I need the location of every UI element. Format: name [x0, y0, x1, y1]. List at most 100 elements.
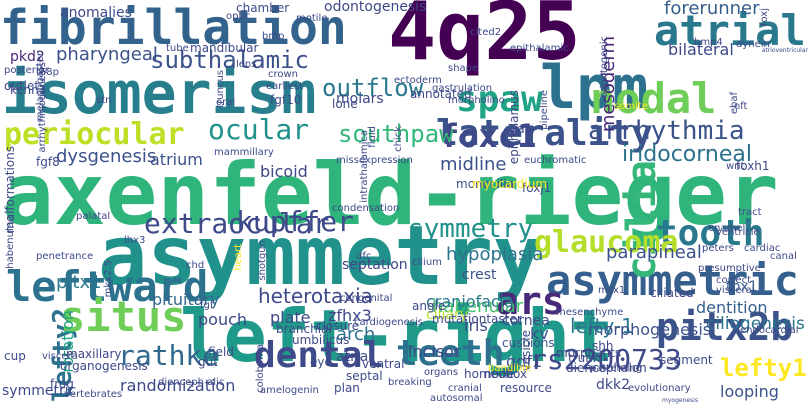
word-lhx3: lhx3: [124, 236, 145, 246]
word-odontogenic: odontogenic: [600, 36, 610, 98]
word-foxj: foxj: [760, 8, 770, 26]
word-mesenchyme: mesenchyme: [556, 308, 623, 318]
word-angle: angle: [412, 300, 445, 312]
word-fluid: fluid: [368, 126, 378, 148]
word-closure: closure: [316, 320, 359, 332]
word-somite: somite: [614, 102, 648, 112]
word-morpholino: morpholino: [448, 96, 505, 106]
word-motile: motile: [296, 14, 328, 24]
word-mkx2-5: mkx2.5: [104, 260, 114, 297]
word-parapineal: parapineal: [606, 244, 702, 262]
word-mammillary: mammillary: [214, 148, 274, 158]
word-tract: tract: [738, 208, 762, 218]
word-ventricle: ventricle: [716, 228, 760, 238]
word-resource: resource: [500, 382, 552, 394]
word-anomalies: anomalies: [60, 6, 132, 20]
word-euchromatic: euchromatic: [524, 156, 586, 166]
word-atrioventricular: atrioventricular: [762, 48, 808, 54]
word-pharyngeal: pharyngeal: [56, 46, 158, 64]
word-diencephalic: dienceph alic: [158, 378, 224, 388]
word-stn: stn: [96, 96, 111, 106]
word-evolutionary: evolutionary: [628, 384, 691, 394]
word-peters: peters: [702, 244, 734, 254]
word-bmp4: bmp4: [694, 38, 723, 48]
word-msx1: msx1: [598, 286, 625, 296]
word-habenulae: habenulae: [6, 216, 16, 269]
word-optic: optic: [226, 12, 251, 22]
word-gastrulation: gastrulation: [432, 84, 492, 94]
word-fgf: fgf: [200, 301, 213, 311]
word-palatal: palatal: [76, 212, 110, 222]
word-myogenesis: myogenesis: [662, 398, 698, 404]
word-condensation: condensation: [332, 204, 399, 214]
word-lens: lens: [236, 60, 256, 70]
word-congenital: congenital: [340, 294, 392, 304]
word-myocardium: myocardium: [472, 178, 547, 190]
word-correct: correct: [716, 276, 751, 286]
word-canal: canal: [770, 252, 797, 262]
word-field: field: [208, 346, 234, 358]
word-endocardial: endocardial: [740, 326, 799, 336]
word-crown: crown: [268, 70, 298, 80]
word-mutationtaster: mutationtaster: [432, 313, 522, 325]
word-pouch: pouch: [198, 312, 247, 328]
word-jaw: jaw: [514, 123, 535, 135]
word-dentition: dentition: [696, 300, 768, 316]
word-melanogaster: melanogaster: [36, 52, 46, 121]
word-lefty1: lefty1: [720, 356, 807, 380]
word-hypoplasia: hypoplasia: [446, 246, 543, 264]
word-visceral: visceral: [716, 286, 755, 296]
word-segment: segment: [660, 354, 713, 366]
word-earliest: earliest: [266, 82, 303, 92]
word-forerunner: forerunner: [664, 0, 760, 18]
word-midline: midline: [440, 156, 506, 174]
word-dkk2: dkk2: [596, 378, 630, 392]
word-wnt: wnt: [726, 162, 744, 172]
word-fgf8: fgf8: [36, 156, 60, 168]
word-chd: chd: [186, 261, 204, 271]
word-ciliated: ciliated: [650, 287, 694, 299]
word-tube: tube: [166, 44, 189, 54]
word-symmetry: symmetry: [408, 216, 533, 242]
word-bicoid: bicoid: [260, 164, 308, 180]
word-looping: looping: [720, 384, 779, 400]
word-heart: heart: [234, 244, 244, 271]
word-cup: cup: [4, 350, 26, 362]
word-atrium: atrium: [150, 152, 203, 168]
word-autosomal: autosomal: [430, 394, 482, 404]
word-presumptive: presumptive: [698, 264, 761, 274]
word-patterning: patterning: [590, 364, 642, 374]
word-cardiogenesis: cardiogenesis: [354, 318, 423, 328]
word-morphogenesis: morphogenesis: [588, 322, 711, 338]
word-shape: shape: [448, 64, 478, 74]
word-mandibular: mandibular: [190, 42, 258, 54]
word-incisor: incisor: [408, 344, 461, 360]
word-epithalamic: epithalamic: [510, 44, 569, 54]
word-septation: septation: [342, 258, 408, 272]
word-crest: crest: [462, 268, 497, 282]
word-eye: eye: [310, 356, 332, 368]
word-fgf10: fgf10: [270, 94, 301, 106]
word-lone: lone: [332, 98, 358, 110]
word-amelogenin: amelogenin: [260, 386, 319, 396]
word-pitx1: pitx1: [56, 274, 102, 292]
word-vertebrates: vertebrates: [64, 390, 122, 400]
word-pipeline: pipeline: [540, 90, 550, 130]
word-cited2: cited2: [470, 28, 501, 38]
word-outlet: outlet: [4, 80, 39, 92]
word-plan: plan: [334, 382, 360, 394]
word-chick: chick: [394, 126, 404, 152]
word-breaking: breaking: [388, 378, 432, 388]
word-ocular: ocular: [208, 116, 309, 144]
word-shotgun: shotgun: [258, 240, 268, 281]
word-truncus: truncus: [216, 70, 226, 108]
word-penetrance: penetrance: [36, 252, 93, 262]
word-ebaf: ebaf: [730, 92, 740, 114]
word-dysgenesis: dysgenesis: [56, 148, 156, 166]
word-missexpression: missexpression: [336, 156, 413, 166]
word-bmp: bmp: [262, 32, 284, 42]
word-odontogenesis: odontogenesis: [324, 0, 426, 14]
word-bandible: bandible: [488, 364, 531, 374]
word-dfc: dfc: [356, 252, 371, 262]
